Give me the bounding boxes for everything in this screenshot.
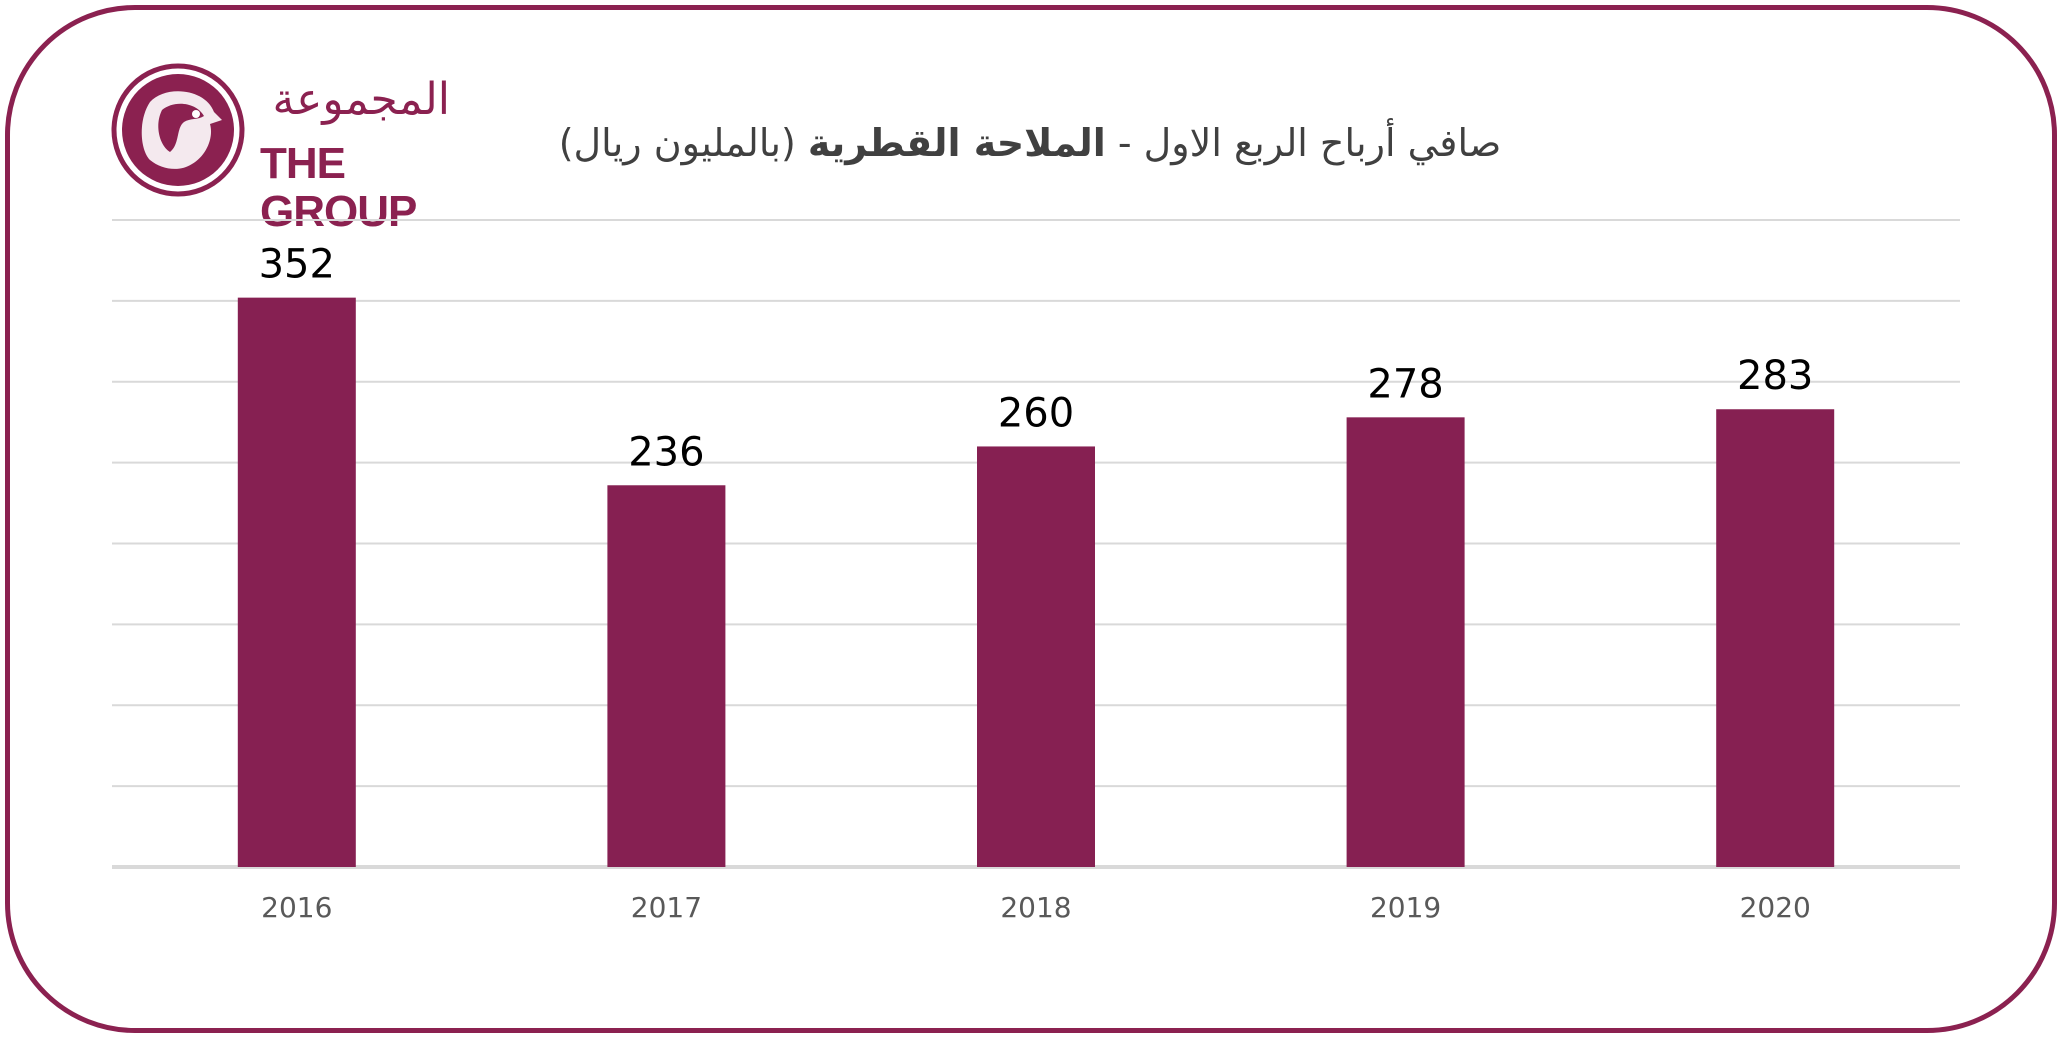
data-label-2017: 236	[628, 429, 704, 475]
x-tick-label-2018: 2018	[1000, 891, 1071, 924]
bar-2019	[1346, 417, 1465, 867]
chart-title-unit: (بالمليون ريال)	[558, 121, 808, 165]
data-label-2020: 283	[1737, 353, 1813, 399]
data-label-2019: 278	[1367, 361, 1443, 407]
bar-2016	[237, 297, 356, 867]
x-tick-label-2017: 2017	[631, 891, 702, 924]
logo-arabic-text: المجموعة	[272, 74, 450, 125]
chart-title-company: الملاحة القطرية	[807, 121, 1106, 165]
bar-2017	[607, 485, 726, 867]
x-tick-label-2019: 2019	[1370, 891, 1441, 924]
falcon-emblem-icon	[111, 63, 245, 197]
bar-2020	[1716, 409, 1835, 867]
data-label-2018: 260	[998, 390, 1074, 436]
x-tick-label-2020: 2020	[1740, 891, 1811, 924]
bar-2018	[977, 446, 1095, 867]
data-label-2016: 352	[259, 242, 335, 288]
x-tick-label-2016: 2016	[261, 891, 332, 924]
chart-title-part1: صافي أرباح الربع الاول -	[1105, 121, 1502, 165]
chart-title: صافي أرباح الربع الاول - الملاحة القطرية…	[520, 118, 1540, 168]
logo-english-text: THE GROUP	[260, 139, 417, 236]
company-logo: المجموعة THE GROUP	[110, 60, 460, 236]
